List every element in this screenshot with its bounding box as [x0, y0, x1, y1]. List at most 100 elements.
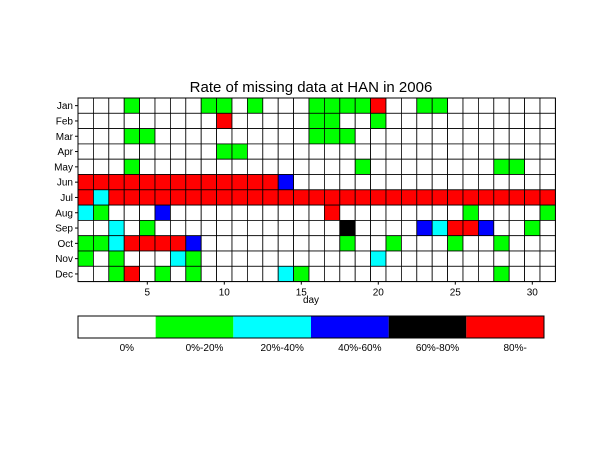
legend-label-4: 60%-80%: [416, 343, 459, 354]
heatmap-cell-jan-12: [246, 97, 264, 114]
heatmap-cell-nov-24: [431, 250, 449, 267]
heatmap-cell-jun-10: [216, 174, 233, 191]
heatmap-cell-aug-3: [108, 204, 125, 221]
heatmap-cell-may-5: [139, 158, 156, 175]
heatmap-cell-mar-16: [308, 128, 325, 145]
heatmap-cell-feb-20: [370, 112, 387, 130]
heatmap-cell-may-24: [431, 158, 449, 175]
heatmap-cell-oct-15: [293, 235, 310, 252]
heatmap-cell-aug-25: [447, 204, 464, 221]
heatmap-cell-oct-19: [354, 235, 372, 252]
heatmap-cell-feb-7: [169, 112, 187, 130]
month-label-nov: Nov: [55, 254, 73, 265]
heatmap-cell-jan-13: [262, 97, 279, 114]
heatmap-cell-feb-30: [524, 112, 541, 130]
heatmap-cell-may-6: [154, 158, 171, 175]
heatmap-cell-jul-7: [169, 189, 187, 206]
heatmap-cell-oct-3: [108, 235, 125, 252]
heatmap-cell-feb-24: [431, 112, 449, 130]
heatmap-cell-oct-26: [462, 235, 479, 252]
heatmap-cell-nov-25: [447, 250, 464, 267]
heatmap-cell-apr-31: [539, 143, 556, 160]
heatmap-cell-sep-25: [447, 219, 464, 237]
heatmap-cell-feb-28: [493, 112, 510, 130]
heatmap-cell-dec-7: [169, 265, 187, 282]
heatmap-cell-feb-18: [339, 112, 356, 130]
heatmap-cell-nov-8: [185, 250, 202, 267]
heatmap-cell-feb-23: [416, 112, 433, 130]
heatmap-cell-jul-26: [462, 189, 479, 206]
heatmap-cell-oct-16: [308, 235, 325, 252]
heatmap-cell-oct-27: [477, 235, 495, 252]
heatmap-cell-mar-25: [447, 128, 464, 145]
heatmap-cell-jun-4: [123, 174, 140, 191]
heatmap-cell-jun-24: [431, 174, 449, 191]
legend-label-2: 20%-40%: [260, 343, 303, 354]
heatmap-cell-jul-9: [200, 189, 217, 206]
heatmap-cell-aug-4: [123, 204, 140, 221]
heatmap-cell-feb-29: [508, 112, 526, 130]
heatmap-cell-nov-26: [462, 250, 479, 267]
heatmap-cell-dec-10: [216, 265, 233, 282]
heatmap-cell-oct-24: [431, 235, 449, 252]
heatmap-cell-jan-25: [447, 97, 464, 114]
heatmap-cell-apr-26: [462, 143, 479, 160]
heatmap-cell-nov-11: [231, 250, 248, 267]
day-axis: 5 10 15 20 25 30: [145, 281, 538, 299]
heatmap-cell-mar-4: [123, 128, 140, 145]
heatmap-cell-sep-18: [339, 219, 356, 237]
heatmap-cell-sep-29: [508, 219, 526, 237]
heatmap-cell-nov-9: [200, 250, 217, 267]
heatmap-cell-apr-4: [123, 143, 140, 160]
x-axis-label: day: [303, 295, 319, 306]
heatmap-cell-may-23: [416, 158, 433, 175]
heatmap-cell-mar-27: [477, 128, 495, 145]
heatmap-cell-jun-3: [108, 174, 125, 191]
heatmap-cell-may-22: [400, 158, 418, 175]
heatmap-cell-apr-6: [154, 143, 171, 160]
heatmap-cell-may-4: [123, 158, 140, 175]
heatmap-cell-may-19: [354, 158, 372, 175]
heatmap-cell-jan-31: [539, 97, 556, 114]
heatmap-cell-nov-6: [154, 250, 171, 267]
heatmap-cell-jun-23: [416, 174, 433, 191]
heatmap-cell-may-30: [524, 158, 541, 175]
heatmap-cell-jan-11: [231, 97, 248, 114]
heatmap-cell-mar-10: [216, 128, 233, 145]
heatmap-cell-apr-27: [477, 143, 495, 160]
heatmap-cell-dec-28: [493, 265, 510, 282]
heatmap-cell-may-3: [108, 158, 125, 175]
heatmap-cell-mar-9: [200, 128, 217, 145]
heatmap-cell-nov-7: [169, 250, 187, 267]
heatmap-cell-sep-19: [354, 219, 372, 237]
heatmap-cell-sep-15: [293, 219, 310, 237]
month-label-may: May: [54, 162, 73, 173]
heatmap-cell-apr-3: [108, 143, 125, 160]
heatmap-cell-mar-28: [493, 128, 510, 145]
heatmap-cell-dec-26: [462, 265, 479, 282]
heatmap-cell-apr-30: [524, 143, 541, 160]
heatmap-cell-nov-23: [416, 250, 433, 267]
heatmap-cell-apr-28: [493, 143, 510, 160]
heatmap-cell-aug-22: [400, 204, 418, 221]
heatmap-cell-aug-21: [385, 204, 402, 221]
heatmap-cell-aug-11: [231, 204, 248, 221]
heatmap-cell-aug-31: [539, 204, 556, 221]
heatmap-cell-sep-30: [524, 219, 541, 237]
heatmap-cell-jun-22: [400, 174, 418, 191]
heatmap-cell-feb-6: [154, 112, 171, 130]
heatmap-cell-may-12: [246, 158, 264, 175]
heatmap-cell-mar-19: [354, 128, 372, 145]
heatmap-cell-feb-12: [246, 112, 264, 130]
heatmap-cell-jul-18: [339, 189, 356, 206]
heatmap-cell-jan-23: [416, 97, 433, 114]
heatmap-cell-nov-2: [93, 250, 110, 267]
heatmap-cell-oct-1: [77, 235, 94, 252]
heatmap-cell-jul-31: [539, 189, 556, 206]
heatmap-cell-jul-21: [385, 189, 402, 206]
heatmap-cell-jan-19: [354, 97, 372, 114]
heatmap-cell-feb-4: [123, 112, 140, 130]
heatmap-cell-dec-25: [447, 265, 464, 282]
